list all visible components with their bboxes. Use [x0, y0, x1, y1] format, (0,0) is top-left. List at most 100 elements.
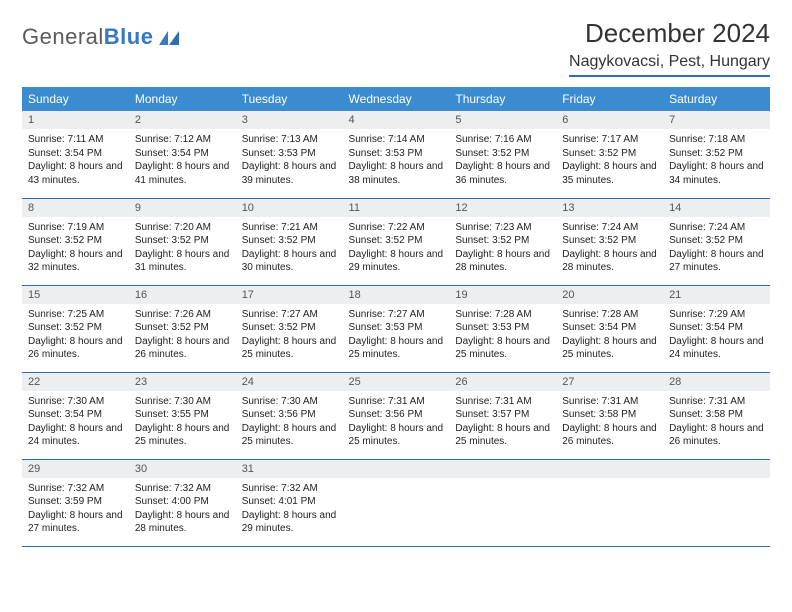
sunset-line: Sunset: 3:52 PM — [135, 234, 230, 248]
day-number: 5 — [449, 111, 556, 129]
daylight-line: Daylight: 8 hours and 26 minutes. — [669, 422, 764, 449]
sunrise-line: Sunrise: 7:30 AM — [242, 395, 337, 409]
daylight-line: Daylight: 8 hours and 43 minutes. — [28, 160, 123, 187]
calendar-day-cell: 18Sunrise: 7:27 AMSunset: 3:53 PMDayligh… — [343, 285, 450, 372]
brand-text: GeneralBlue — [22, 24, 153, 50]
sunset-line: Sunset: 3:53 PM — [349, 147, 444, 161]
calendar-day-cell: 31Sunrise: 7:32 AMSunset: 4:01 PMDayligh… — [236, 459, 343, 546]
sunrise-line: Sunrise: 7:12 AM — [135, 133, 230, 147]
day-details: Sunrise: 7:18 AMSunset: 3:52 PMDaylight:… — [663, 129, 770, 193]
day-details: Sunrise: 7:31 AMSunset: 3:56 PMDaylight:… — [343, 391, 450, 455]
sunrise-line: Sunrise: 7:20 AM — [135, 221, 230, 235]
calendar-body: 1Sunrise: 7:11 AMSunset: 3:54 PMDaylight… — [22, 111, 770, 546]
calendar-day-cell: 24Sunrise: 7:30 AMSunset: 3:56 PMDayligh… — [236, 372, 343, 459]
sunrise-line: Sunrise: 7:21 AM — [242, 221, 337, 235]
calendar-day-cell: 19Sunrise: 7:28 AMSunset: 3:53 PMDayligh… — [449, 285, 556, 372]
day-number: 13 — [556, 199, 663, 217]
daylight-line: Daylight: 8 hours and 28 minutes. — [135, 509, 230, 536]
daylight-line: Daylight: 8 hours and 27 minutes. — [669, 248, 764, 275]
daylight-line: Daylight: 8 hours and 24 minutes. — [669, 335, 764, 362]
day-header: Sunday — [22, 87, 129, 111]
sunrise-line: Sunrise: 7:29 AM — [669, 308, 764, 322]
day-details: Sunrise: 7:11 AMSunset: 3:54 PMDaylight:… — [22, 129, 129, 193]
calendar-day-cell: 9Sunrise: 7:20 AMSunset: 3:52 PMDaylight… — [129, 198, 236, 285]
calendar-week-row: 29Sunrise: 7:32 AMSunset: 3:59 PMDayligh… — [22, 459, 770, 546]
sunset-line: Sunset: 3:54 PM — [562, 321, 657, 335]
day-number: 4 — [343, 111, 450, 129]
daylight-line: Daylight: 8 hours and 31 minutes. — [135, 248, 230, 275]
sunrise-line: Sunrise: 7:24 AM — [669, 221, 764, 235]
sunset-line: Sunset: 3:53 PM — [242, 147, 337, 161]
calendar-day-cell: .. — [449, 459, 556, 546]
sunset-line: Sunset: 3:52 PM — [242, 321, 337, 335]
calendar-table: SundayMondayTuesdayWednesdayThursdayFrid… — [22, 87, 770, 547]
calendar-day-cell: 30Sunrise: 7:32 AMSunset: 4:00 PMDayligh… — [129, 459, 236, 546]
location-subtitle: Nagykovacsi, Pest, Hungary — [569, 53, 770, 77]
brand-part2: Blue — [104, 24, 154, 49]
calendar-day-cell: .. — [343, 459, 450, 546]
daylight-line: Daylight: 8 hours and 25 minutes. — [135, 422, 230, 449]
calendar-day-cell: 27Sunrise: 7:31 AMSunset: 3:58 PMDayligh… — [556, 372, 663, 459]
sunset-line: Sunset: 3:52 PM — [242, 234, 337, 248]
sunset-line: Sunset: 3:59 PM — [28, 495, 123, 509]
calendar-day-cell: 20Sunrise: 7:28 AMSunset: 3:54 PMDayligh… — [556, 285, 663, 372]
day-details: Sunrise: 7:20 AMSunset: 3:52 PMDaylight:… — [129, 217, 236, 281]
sunset-line: Sunset: 3:52 PM — [455, 147, 550, 161]
day-number: 3 — [236, 111, 343, 129]
calendar-day-cell: 22Sunrise: 7:30 AMSunset: 3:54 PMDayligh… — [22, 372, 129, 459]
calendar-day-cell: 13Sunrise: 7:24 AMSunset: 3:52 PMDayligh… — [556, 198, 663, 285]
daylight-line: Daylight: 8 hours and 26 minutes. — [562, 422, 657, 449]
day-details: Sunrise: 7:26 AMSunset: 3:52 PMDaylight:… — [129, 304, 236, 368]
sunset-line: Sunset: 3:52 PM — [455, 234, 550, 248]
sunrise-line: Sunrise: 7:18 AM — [669, 133, 764, 147]
sunset-line: Sunset: 3:52 PM — [669, 147, 764, 161]
daylight-line: Daylight: 8 hours and 24 minutes. — [28, 422, 123, 449]
day-details: . — [556, 478, 663, 502]
sunset-line: Sunset: 3:57 PM — [455, 408, 550, 422]
calendar-day-cell: 25Sunrise: 7:31 AMSunset: 3:56 PMDayligh… — [343, 372, 450, 459]
day-number: 27 — [556, 373, 663, 391]
day-details: Sunrise: 7:32 AMSunset: 3:59 PMDaylight:… — [22, 478, 129, 542]
daylight-line: Daylight: 8 hours and 39 minutes. — [242, 160, 337, 187]
calendar-day-cell: 12Sunrise: 7:23 AMSunset: 3:52 PMDayligh… — [449, 198, 556, 285]
title-block: December 2024 Nagykovacsi, Pest, Hungary — [569, 18, 770, 77]
daylight-line: Daylight: 8 hours and 25 minutes. — [349, 422, 444, 449]
calendar-week-row: 22Sunrise: 7:30 AMSunset: 3:54 PMDayligh… — [22, 372, 770, 459]
day-number: 1 — [22, 111, 129, 129]
day-details: Sunrise: 7:30 AMSunset: 3:56 PMDaylight:… — [236, 391, 343, 455]
daylight-line: Daylight: 8 hours and 30 minutes. — [242, 248, 337, 275]
sunrise-line: Sunrise: 7:31 AM — [349, 395, 444, 409]
sunset-line: Sunset: 3:52 PM — [28, 234, 123, 248]
calendar-day-cell: 7Sunrise: 7:18 AMSunset: 3:52 PMDaylight… — [663, 111, 770, 198]
day-number: 8 — [22, 199, 129, 217]
calendar-day-cell: 23Sunrise: 7:30 AMSunset: 3:55 PMDayligh… — [129, 372, 236, 459]
daylight-line: Daylight: 8 hours and 36 minutes. — [455, 160, 550, 187]
day-details: Sunrise: 7:30 AMSunset: 3:55 PMDaylight:… — [129, 391, 236, 455]
day-number: 23 — [129, 373, 236, 391]
sunrise-line: Sunrise: 7:13 AM — [242, 133, 337, 147]
daylight-line: Daylight: 8 hours and 25 minutes. — [562, 335, 657, 362]
calendar-day-cell: 4Sunrise: 7:14 AMSunset: 3:53 PMDaylight… — [343, 111, 450, 198]
calendar-day-cell: 5Sunrise: 7:16 AMSunset: 3:52 PMDaylight… — [449, 111, 556, 198]
brand-part1: General — [22, 24, 104, 49]
sunset-line: Sunset: 3:52 PM — [562, 234, 657, 248]
brand-sail-icon — [159, 31, 179, 45]
daylight-line: Daylight: 8 hours and 25 minutes. — [455, 422, 550, 449]
sunset-line: Sunset: 3:53 PM — [455, 321, 550, 335]
day-details: Sunrise: 7:31 AMSunset: 3:57 PMDaylight:… — [449, 391, 556, 455]
calendar-day-cell: 29Sunrise: 7:32 AMSunset: 3:59 PMDayligh… — [22, 459, 129, 546]
sunrise-line: Sunrise: 7:28 AM — [455, 308, 550, 322]
day-number: 16 — [129, 286, 236, 304]
day-details: Sunrise: 7:19 AMSunset: 3:52 PMDaylight:… — [22, 217, 129, 281]
daylight-line: Daylight: 8 hours and 26 minutes. — [135, 335, 230, 362]
daylight-line: Daylight: 8 hours and 29 minutes. — [349, 248, 444, 275]
calendar-day-cell: 8Sunrise: 7:19 AMSunset: 3:52 PMDaylight… — [22, 198, 129, 285]
daylight-line: Daylight: 8 hours and 41 minutes. — [135, 160, 230, 187]
day-details: Sunrise: 7:12 AMSunset: 3:54 PMDaylight:… — [129, 129, 236, 193]
day-number: 25 — [343, 373, 450, 391]
day-details: Sunrise: 7:30 AMSunset: 3:54 PMDaylight:… — [22, 391, 129, 455]
calendar-day-cell: 16Sunrise: 7:26 AMSunset: 3:52 PMDayligh… — [129, 285, 236, 372]
brand-logo: GeneralBlue — [22, 24, 179, 50]
calendar-day-cell: 11Sunrise: 7:22 AMSunset: 3:52 PMDayligh… — [343, 198, 450, 285]
day-details: Sunrise: 7:29 AMSunset: 3:54 PMDaylight:… — [663, 304, 770, 368]
